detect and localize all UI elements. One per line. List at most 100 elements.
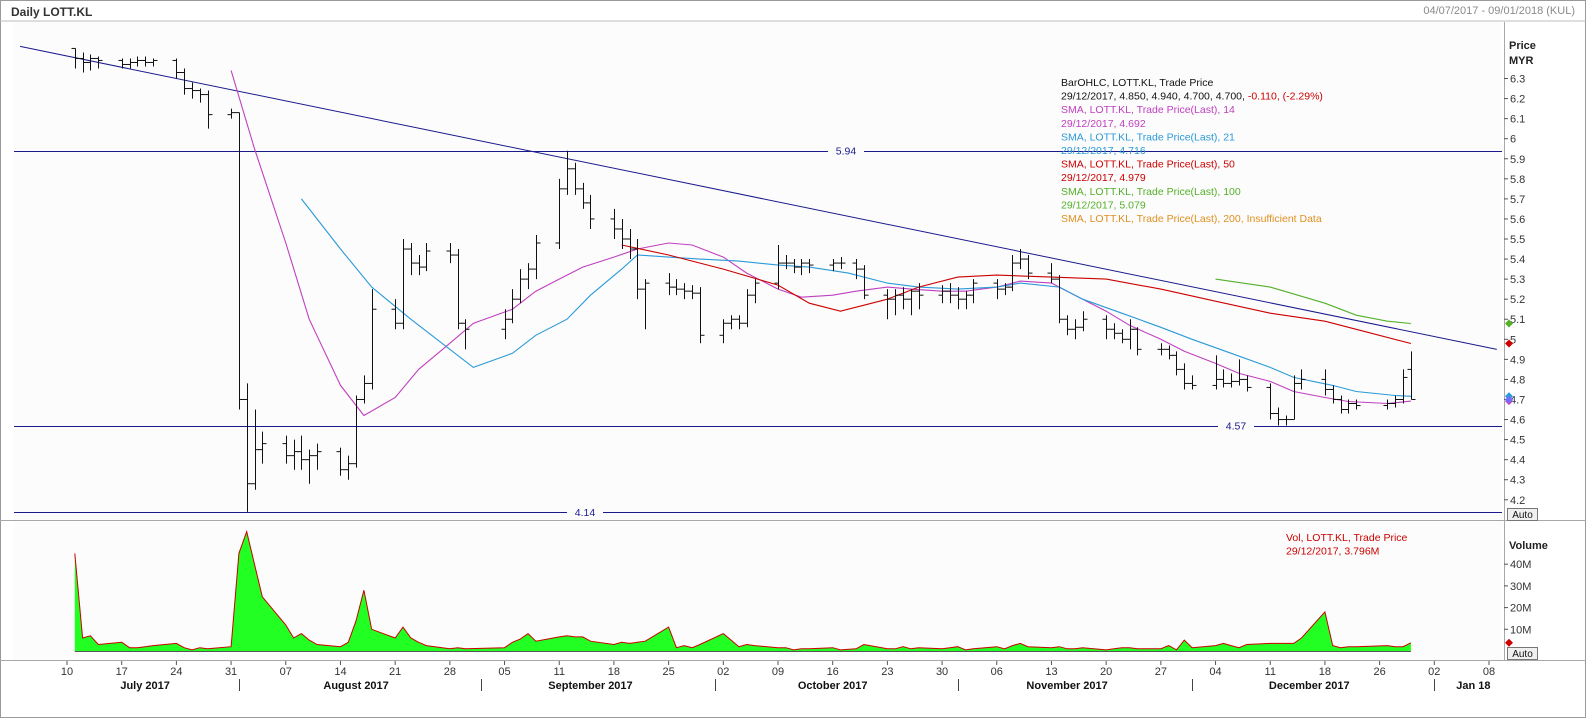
price-auto-button[interactable]: Auto [1507,508,1538,522]
day-tick-label: 05 [498,666,510,678]
hline-label-bg [828,143,864,157]
ohlc-bar [282,435,291,464]
volume-axis-title: Volume [1509,540,1548,552]
legend-text: SMA, LOTT.KL, Trade Price(Last), 21 [1061,131,1235,143]
month-label: October 2017 [798,680,868,692]
legend-text: SMA, LOTT.KL, Trade Price(Last), 200, In… [1061,213,1322,225]
ohlc-bar [1188,375,1197,390]
ohlc-bar [1063,315,1072,336]
ohlc-bar [883,289,892,320]
ohlc-bar [305,449,314,484]
ohlc-bar [860,265,869,300]
month-label: September 2017 [548,680,632,692]
ohlc-bar [360,375,369,404]
ohlc-bar [719,319,728,344]
legend-line: 29/12/2017, 4.692 [1061,118,1146,130]
ohlc-bar [907,289,916,316]
price-tick-label: 4.2 [1510,495,1525,507]
ohlc-bar [852,259,861,280]
ohlc-bar [1352,399,1361,410]
price-tick-label: 4.8 [1510,374,1525,386]
price-tick-label: 5.3 [1510,274,1525,286]
volume-auto-button[interactable]: Auto [1507,647,1538,661]
day-tick-label: 21 [389,666,401,678]
ohlc-bar [368,289,377,390]
day-tick-label: 07 [280,666,292,678]
day-tick-label: 24 [170,666,182,678]
ohlc-bar [391,299,400,330]
hline-label: 4.14 [575,507,596,519]
price-tick-label: 4.9 [1510,354,1525,366]
ohlc-bar [133,56,142,67]
ohlc-bar [633,239,642,300]
price-tick-label: 5.2 [1510,294,1525,306]
legend-line: SMA, LOTT.KL, Trade Price(Last), 200, In… [1061,213,1322,225]
ohlc-bar [899,287,908,310]
volume-tick-label: 30M [1510,581,1531,593]
legend-line: SMA, LOTT.KL, Trade Price(Last), 21 [1061,131,1235,143]
ohlc-bar [516,269,525,304]
day-tick-label: 02 [1428,666,1440,678]
ohlc-bar [1172,351,1181,376]
legend-change: -0.110, (-2.29%) [1245,91,1323,103]
ohlc-bar [235,112,244,410]
price-tick-label: 4.6 [1510,415,1525,427]
ohlc-bar [180,68,189,95]
ohlc-bar [797,259,806,276]
ohlc-bar [1055,275,1064,324]
volume-legend-line: 29/12/2017, 3.796M [1286,546,1379,558]
volume-last-marker [1505,638,1513,647]
day-tick-label: 14 [334,666,346,678]
price-axis-title: Price [1509,40,1536,52]
sma-50-line [621,244,1412,345]
ohlc-bar [1321,369,1330,396]
ohlc-bar [344,455,353,480]
ohlc-bar [1102,315,1111,340]
ohlc-bar [774,245,783,290]
ohlc-bar [1024,255,1033,280]
volume-tick-label: 10M [1510,624,1531,636]
price-tick-label: 5.4 [1510,254,1525,266]
day-tick-label: 27 [1155,666,1167,678]
hline-label: 4.57 [1226,421,1247,433]
ohlc-bar [407,243,416,276]
sma-14-line [230,70,1411,417]
ohlc-bar [172,58,181,79]
day-tick-label: 06 [991,666,1003,678]
day-tick-label: 18 [608,666,620,678]
volume-legend-line: Vol, LOTT.KL, Trade Price [1286,532,1408,544]
ohlc-bar [805,259,814,274]
hline-label-bg [1218,418,1254,432]
day-tick-label: 11 [554,666,565,678]
price-tick-label: 5.9 [1510,154,1525,166]
legend-text: 29/12/2017, 4.850, 4.940, 4.700, 4.700, [1061,91,1245,103]
ohlc-bar [1407,351,1416,400]
last-value-marker [1505,395,1513,404]
ohlc-bar [1227,373,1236,388]
sma-100-line [1215,278,1411,325]
ohlc-bar [94,56,103,69]
trendline-group [20,45,1497,350]
trendline [20,45,1497,350]
price-tick-label: 5.7 [1510,194,1525,206]
ohlc-bar [735,315,744,330]
ohlc-bar [1110,323,1119,340]
legend-text: BarOHLC, LOTT.KL, Trade Price [1061,77,1213,89]
ohlc-bar [1071,319,1080,340]
ohlc-bar [954,287,963,310]
price-axis-unit: MYR [1509,55,1534,67]
ohlc-bar [188,82,197,99]
ohlc-bars [71,47,1416,512]
legend-text: SMA, LOTT.KL, Trade Price(Last), 50 [1061,159,1235,171]
legend-line: 29/12/2017, 5.079 [1061,199,1146,211]
price-tick-label: 6.2 [1510,94,1525,106]
day-tick-label: 23 [881,666,893,678]
ohlc-bar [672,279,681,296]
price-tick-label: 6.1 [1510,114,1525,126]
ohlc-bar [1235,359,1244,386]
day-tick-label: 16 [827,666,839,678]
price-tick-label: 5.8 [1510,174,1525,186]
day-tick-label: 09 [772,666,784,678]
horizontal-levels: 5.94 4.57 4.14 [14,143,1502,519]
ohlc-bar [71,47,80,69]
